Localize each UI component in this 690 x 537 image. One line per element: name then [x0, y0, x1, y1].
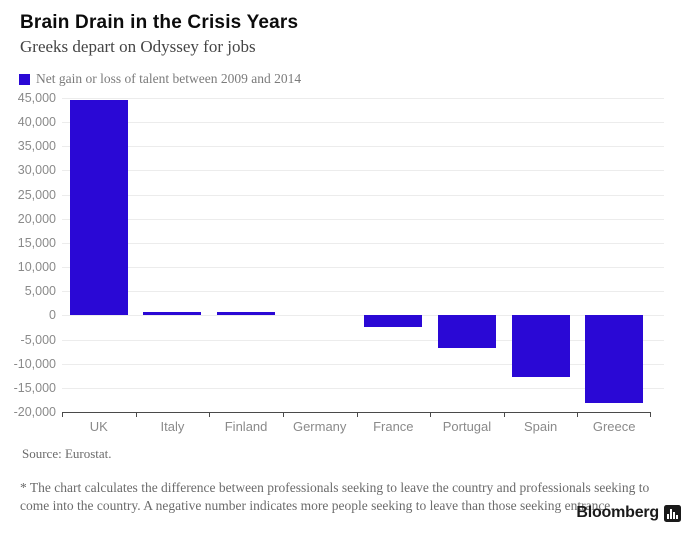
x-axis-tick: [503, 412, 505, 417]
y-axis-tick-label: 40,000: [17, 115, 56, 130]
x-axis-tick: [650, 412, 651, 417]
page-title: Brain Drain in the Crisis Years: [20, 12, 299, 33]
source-note: Source: Eurostat.: [22, 446, 112, 461]
page-subtitle: Greeks depart on Odyssey for jobs: [20, 37, 256, 56]
bar-chart-plot-area: UK Italy Finland Germany France Portugal Spain…: [62, 98, 664, 434]
x-axis-category-label: Italy: [160, 419, 185, 434]
bloomberg-logo-text: Bloomberg: [576, 504, 659, 521]
footnote: * The chart calculates the difference be…: [20, 480, 650, 513]
y-axis-tick-label: 30,000: [17, 163, 56, 178]
gridline: [62, 242, 664, 244]
gridline: [62, 122, 664, 124]
bar-france: [364, 315, 423, 328]
legend: Net gain or loss of talent between 2009 …: [19, 71, 301, 87]
gridline: [62, 146, 664, 148]
y-axis-tick-label: -10,000: [13, 356, 56, 371]
gridline: [62, 291, 664, 293]
y-axis-tick-label: 45,000: [17, 91, 56, 105]
gridline: [62, 218, 664, 220]
bar-finland: [217, 312, 276, 316]
gridline: [62, 98, 664, 99]
x-axis-tick: [282, 412, 284, 417]
x-axis-category-label: UK: [89, 419, 108, 434]
gridline: [62, 170, 664, 172]
x-axis-tick: [356, 412, 358, 417]
x-axis-category-label: France: [373, 419, 414, 434]
x-axis-category-label: Portugal: [442, 419, 492, 434]
x-axis-category-label: Greece: [592, 419, 636, 434]
x-axis-tick: [135, 412, 137, 417]
bar-italy: [143, 312, 202, 316]
bloomberg-brand: Bloomberg: [576, 504, 681, 522]
y-axis-tick-label: -20,000: [13, 405, 56, 419]
y-axis-tick-label: -5,000: [20, 332, 56, 347]
bar-spain: [511, 315, 570, 378]
y-axis-tick-label: 10,000: [17, 260, 56, 275]
x-axis-category-label: Germany: [292, 419, 347, 434]
gridline: [62, 387, 664, 389]
x-axis-category-label: Finland: [224, 419, 268, 434]
legend-label: Net gain or loss of talent between 2009 …: [36, 71, 302, 86]
bar-greece: [585, 315, 644, 403]
gridline: [62, 339, 664, 341]
gridline: [62, 315, 664, 317]
x-axis-tick: [62, 412, 63, 417]
bar-chart-icon: [664, 504, 681, 522]
y-axis-tick-label: 20,000: [17, 211, 56, 226]
y-axis-tick-label: 5,000: [24, 284, 56, 299]
x-axis-category-label: Spain: [523, 419, 558, 434]
bar-portugal: [437, 315, 496, 349]
gridline: [62, 363, 664, 365]
y-axis-labels: 45,000 40,000 35,000 30,000 25,000 20,000 15,0…: [0, 91, 56, 419]
x-axis-tick: [430, 412, 432, 417]
x-axis-tick: [209, 412, 211, 417]
y-axis-tick-label: 35,000: [17, 139, 56, 154]
y-axis-tick-label: -15,000: [13, 380, 56, 395]
gridline: [62, 194, 664, 196]
y-axis-tick-label: 25,000: [17, 187, 56, 202]
gridline: [62, 267, 664, 269]
bar-uk: [69, 100, 128, 316]
y-axis-tick-label: 15,000: [17, 235, 56, 250]
legend-swatch-icon: [19, 73, 30, 85]
y-axis-tick-label: 0: [49, 308, 56, 323]
x-axis-tick: [577, 412, 579, 417]
